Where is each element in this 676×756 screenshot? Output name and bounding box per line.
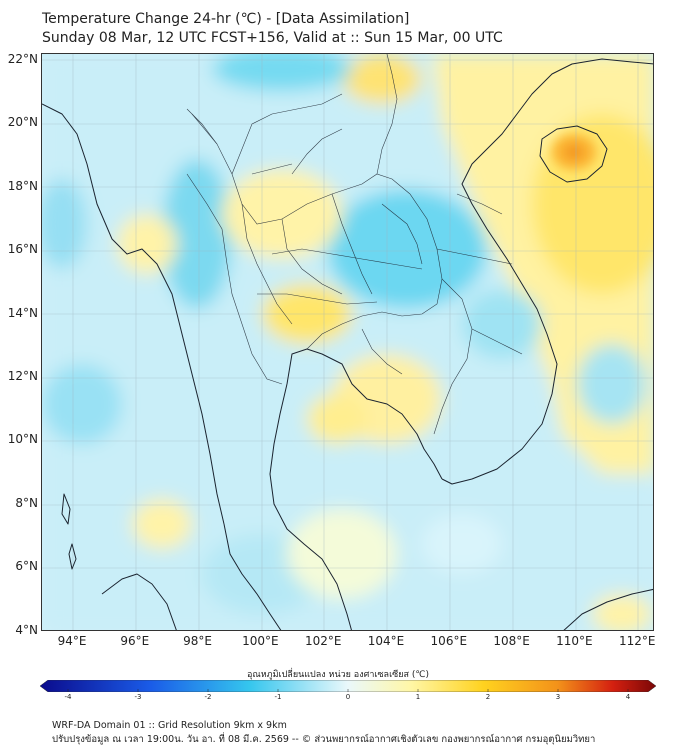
colorbar-tick-label: -2	[204, 693, 212, 701]
lon-tick-label: 94°E	[57, 634, 87, 648]
lat-tick-label: 22°N	[7, 52, 38, 66]
lon-tick-label: 104°E	[367, 634, 405, 648]
lon-tick-label: 100°E	[242, 634, 279, 648]
lon-tick-label: 102°E	[304, 634, 342, 648]
colorbar-tick-label: -1	[274, 693, 282, 701]
map-canvas	[42, 54, 653, 630]
lat-tick-label: 4°N	[15, 622, 38, 637]
lon-tick-label: 106°E	[430, 634, 468, 648]
colorbar-tick-label: -3	[134, 693, 142, 701]
colorbar-title: อุณหภูมิเปลี่ยนแปลง หน่วย องศาเซลเซียส (…	[246, 670, 430, 680]
graticule	[42, 54, 653, 630]
lat-tick-label: 14°N	[7, 305, 38, 320]
map-title: Temperature Change 24-hr (℃) - [Data Ass…	[42, 11, 410, 27]
lon-tick-label: 108°E	[493, 634, 530, 648]
colorbar-tick-label: 1	[415, 693, 421, 701]
colorbar-tick-label: 3	[555, 693, 561, 701]
lon-tick-label: 96°E	[120, 634, 150, 648]
country-borders	[186, 54, 523, 435]
lon-tick-label: 110°E	[556, 634, 593, 648]
lat-tick-label: 16°N	[7, 242, 38, 257]
lat-tick-label: 20°N	[7, 115, 38, 130]
lat-tick-label: 10°N	[7, 432, 38, 447]
lat-tick-label: 8°N	[15, 495, 38, 510]
colorbar-tick-label: 4	[625, 693, 631, 701]
lat-tick-label: 12°N	[7, 369, 38, 383]
map-subtitle: Sunday 08 Mar, 12 UTC FCST+156, Valid at…	[42, 30, 503, 46]
lat-tick-label: 18°N	[7, 178, 38, 193]
footer-model-info: WRF-DA Domain 01 :: Grid Resolution 9km …	[52, 720, 287, 731]
lon-tick-label: 112°E	[618, 634, 656, 648]
colorbar-tick-label: -4	[64, 693, 72, 701]
colorbar-tick-label: 2	[485, 693, 491, 701]
lat-tick-label: 6°N	[15, 559, 38, 574]
hot-spot-hainan	[552, 134, 596, 170]
colorbar-tick-label: 0	[345, 693, 351, 701]
temperature-change-map[interactable]	[41, 53, 654, 631]
lon-tick-label: 98°E	[183, 634, 213, 648]
colorbar	[40, 680, 656, 692]
footer-credit: ปรับปรุงข้อมูล ณ เวลา 19:00น. วัน อา. ที…	[52, 734, 596, 745]
